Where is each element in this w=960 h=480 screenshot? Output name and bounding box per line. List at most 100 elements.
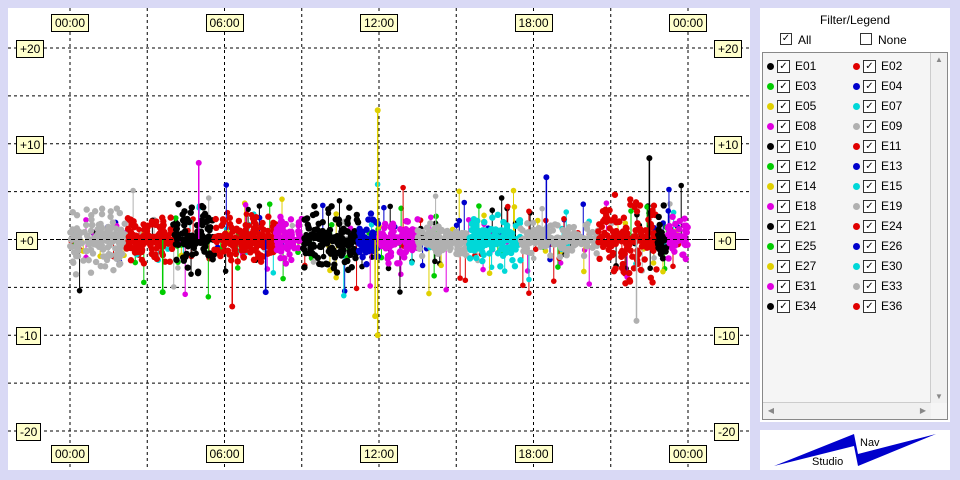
series-checkbox[interactable]: ✓ xyxy=(863,200,876,213)
data-point xyxy=(242,202,249,208)
data-point xyxy=(563,209,570,215)
horizontal-scrollbar[interactable]: ◀ ▶ xyxy=(763,402,931,419)
series-checkbox[interactable]: ✓ xyxy=(863,220,876,233)
legend-list[interactable]: ✓ E01 ✓ E02 ✓ E03 ✓ E04 ✓ E05 ✓ E07 ✓ E08 ✓ E09 ✓ E10 ✓ E11… xyxy=(762,52,948,420)
data-point xyxy=(301,241,308,248)
legend-item[interactable]: ✓ E25 xyxy=(763,237,849,257)
series-checkbox[interactable]: ✓ xyxy=(863,100,876,113)
data-point xyxy=(274,230,282,238)
legend-item[interactable]: ✓ E07 xyxy=(849,97,935,117)
series-checkbox[interactable]: ✓ xyxy=(777,100,790,113)
legend-item[interactable]: ✓ E27 xyxy=(763,257,849,277)
legend-item[interactable]: ✓ E12 xyxy=(763,157,849,177)
data-point xyxy=(310,259,317,265)
data-point xyxy=(603,231,610,239)
data-point xyxy=(665,208,672,214)
series-checkbox[interactable]: ✓ xyxy=(863,140,876,153)
series-checkbox[interactable]: ✓ xyxy=(777,260,790,273)
legend-item[interactable]: ✓ E05 xyxy=(763,97,849,117)
data-point xyxy=(580,201,587,208)
legend-item[interactable]: ✓ E09 xyxy=(849,117,935,137)
scroll-down-icon[interactable]: ▼ xyxy=(935,392,943,401)
data-point xyxy=(282,260,290,267)
series-checkbox[interactable]: ✓ xyxy=(863,80,876,93)
series-checkbox[interactable]: ✓ xyxy=(777,300,790,313)
data-point xyxy=(153,218,160,225)
series-checkbox[interactable]: ✓ xyxy=(863,260,876,273)
legend-item[interactable]: ✓ E10 xyxy=(763,137,849,157)
series-marker-icon xyxy=(767,103,774,110)
legend-item[interactable]: ✓ E03 xyxy=(763,77,849,97)
legend-item[interactable]: ✓ E36 xyxy=(849,297,935,317)
legend-item[interactable]: ✓ E01 xyxy=(763,57,849,77)
series-checkbox[interactable]: ✓ xyxy=(863,180,876,193)
series-checkbox[interactable]: ✓ xyxy=(777,240,790,253)
data-point xyxy=(131,249,139,256)
legend-item[interactable]: ✓ E24 xyxy=(849,217,935,237)
legend-item[interactable]: ✓ E30 xyxy=(849,257,935,277)
legend-item[interactable]: ✓ E26 xyxy=(849,237,935,257)
data-point xyxy=(113,251,120,258)
series-checkbox[interactable]: ✓ xyxy=(863,60,876,73)
series-checkbox[interactable]: ✓ xyxy=(777,200,790,213)
legend-item[interactable]: ✓ E31 xyxy=(763,277,849,297)
data-point xyxy=(530,255,537,262)
data-point xyxy=(289,222,296,229)
scroll-left-icon[interactable]: ◀ xyxy=(767,406,775,415)
scroll-up-icon[interactable]: ▲ xyxy=(935,55,943,64)
series-checkbox[interactable]: ✓ xyxy=(863,160,876,173)
series-checkbox[interactable]: ✓ xyxy=(777,180,790,193)
all-label[interactable]: All xyxy=(798,33,812,47)
data-point xyxy=(682,241,689,249)
series-checkbox[interactable]: ✓ xyxy=(777,160,790,173)
series-checkbox[interactable]: ✓ xyxy=(777,220,790,233)
legend-item[interactable]: ✓ E34 xyxy=(763,297,849,317)
data-point xyxy=(445,233,453,241)
legend-item[interactable]: ✓ E08 xyxy=(763,117,849,137)
x-tick-label: 00:00 xyxy=(669,14,708,32)
data-point xyxy=(474,217,481,225)
series-checkbox[interactable]: ✓ xyxy=(863,120,876,133)
series-checkbox[interactable]: ✓ xyxy=(863,300,876,313)
all-checkbox[interactable]: ✓ xyxy=(780,33,792,45)
series-checkbox[interactable]: ✓ xyxy=(777,120,790,133)
data-point xyxy=(67,236,75,243)
legend-item[interactable]: ✓ E18 xyxy=(763,197,849,217)
legend-item[interactable]: ✓ E15 xyxy=(849,177,935,197)
legend-item[interactable]: ✓ E19 xyxy=(849,197,935,217)
chart-area[interactable]: 00:00 06:00 12:00 18:00 00:00 00:00 06:00 12:0… xyxy=(8,8,750,470)
series-checkbox[interactable]: ✓ xyxy=(863,240,876,253)
series-marker-icon xyxy=(853,303,860,310)
series-checkbox[interactable]: ✓ xyxy=(863,280,876,293)
series-checkbox[interactable]: ✓ xyxy=(777,80,790,93)
data-point xyxy=(665,255,672,262)
none-label[interactable]: None xyxy=(878,33,907,47)
series-checkbox[interactable]: ✓ xyxy=(777,60,790,73)
legend-item[interactable]: ✓ E04 xyxy=(849,77,935,97)
scroll-right-icon[interactable]: ▶ xyxy=(919,406,927,415)
data-point xyxy=(328,244,336,252)
legend-item[interactable]: ✓ E14 xyxy=(763,177,849,197)
series-marker-icon xyxy=(767,123,774,130)
data-point xyxy=(628,208,634,214)
data-point xyxy=(517,257,524,264)
data-point xyxy=(501,268,508,274)
data-point xyxy=(124,215,132,222)
data-point xyxy=(466,255,474,262)
y-tick-label: -10 xyxy=(16,327,42,346)
series-label: E09 xyxy=(881,119,903,133)
data-point xyxy=(482,227,489,234)
legend-item[interactable]: ✓ E11 xyxy=(849,137,935,157)
data-point xyxy=(145,232,152,239)
series-checkbox[interactable]: ✓ xyxy=(777,140,790,153)
legend-item[interactable]: ✓ E13 xyxy=(849,157,935,177)
none-checkbox[interactable] xyxy=(860,33,872,45)
legend-item[interactable]: ✓ E33 xyxy=(849,277,935,297)
series-marker-icon xyxy=(767,83,774,90)
vertical-scrollbar[interactable]: ▲ ▼ xyxy=(930,53,947,403)
series-checkbox[interactable]: ✓ xyxy=(777,280,790,293)
legend-item[interactable]: ✓ E21 xyxy=(763,217,849,237)
data-point xyxy=(611,191,619,198)
legend-item[interactable]: ✓ E02 xyxy=(849,57,935,77)
series-label: E01 xyxy=(795,59,817,73)
